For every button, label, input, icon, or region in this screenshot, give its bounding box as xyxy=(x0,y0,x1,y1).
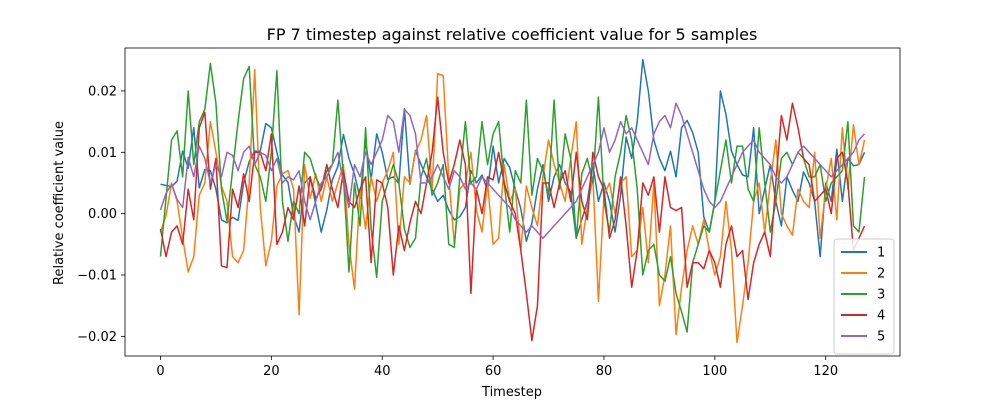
legend: 1 2 3 4 5 xyxy=(833,238,895,355)
x-tick-label: 120 xyxy=(813,364,838,379)
legend-label-5: 5 xyxy=(877,330,885,345)
y-axis-label: Relative coefficient value xyxy=(52,121,67,285)
legend-label-3: 3 xyxy=(877,288,885,303)
legend-label-2: 2 xyxy=(877,267,885,282)
x-tick-label: 40 xyxy=(374,364,391,379)
x-axis-label: Timestep xyxy=(481,385,542,400)
x-tick-label: 0 xyxy=(156,364,164,379)
series-line-5 xyxy=(159,102,866,239)
legend-label-1: 1 xyxy=(877,246,885,261)
chart-title: FP 7 timestep against relative coefficie… xyxy=(267,25,758,44)
plot-frame xyxy=(124,47,901,357)
x-tick-label: 100 xyxy=(702,364,727,379)
x-tick-label: 80 xyxy=(596,364,613,379)
y-tick-label: −0.01 xyxy=(77,269,117,284)
axes: 0 20 40 60 80 100 120 −0.02 −0.01 0.00 0.01 0.02 xyxy=(77,47,901,379)
y-tick-label: 0.00 xyxy=(88,207,117,222)
y-tick-label: 0.02 xyxy=(88,84,117,99)
y-tick-label: −0.02 xyxy=(77,330,117,345)
legend-label-4: 4 xyxy=(877,309,885,324)
series-line-4 xyxy=(159,96,866,342)
y-tick-label: 0.01 xyxy=(88,146,117,161)
series-line-3 xyxy=(159,62,866,333)
x-tick-label: 20 xyxy=(263,364,280,379)
legend-box xyxy=(833,238,895,355)
x-tick-label: 60 xyxy=(485,364,502,379)
